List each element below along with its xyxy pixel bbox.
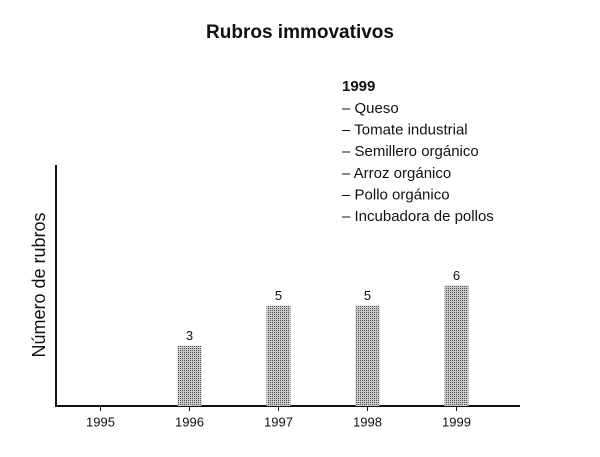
x-tick-label: 1995 xyxy=(86,414,115,429)
bar xyxy=(444,285,469,406)
annotation-item: – Pollo orgánico xyxy=(342,186,450,203)
x-tick-label: 1996 xyxy=(175,414,204,429)
x-tick-label: 1998 xyxy=(353,414,382,429)
bar xyxy=(266,305,291,406)
annotation-item: – Tomate industrial xyxy=(342,122,468,139)
annotation-item: – Queso xyxy=(342,100,399,117)
data-label: 5 xyxy=(364,288,371,303)
bar xyxy=(177,345,202,406)
bar xyxy=(355,305,380,406)
annotation-title: 1999 xyxy=(342,78,375,95)
y-axis-label: Número de rubros xyxy=(29,212,49,357)
chart-title: Rubros immovativos xyxy=(206,22,394,43)
data-label: 5 xyxy=(275,288,282,303)
annotation-item: – Incubadora de pollos xyxy=(342,208,494,225)
data-label: 3 xyxy=(186,328,193,343)
annotation-item: – Arroz orgánico xyxy=(342,165,451,182)
annotation-item: – Semillero orgánico xyxy=(342,143,479,160)
x-tick-label: 1999 xyxy=(442,414,471,429)
data-label: 6 xyxy=(453,268,460,283)
x-tick-label: 1997 xyxy=(264,414,293,429)
